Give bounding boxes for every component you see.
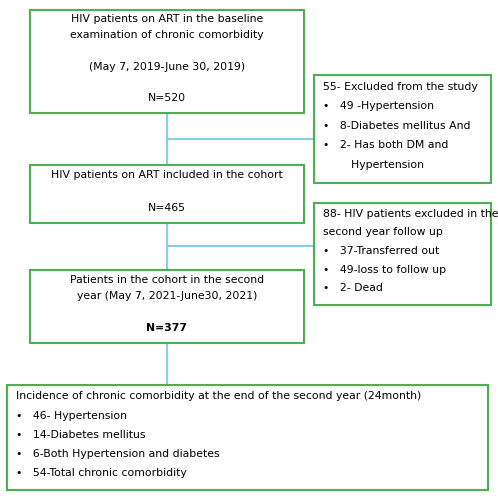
Text: 88- HIV patients excluded in the: 88- HIV patients excluded in the: [323, 208, 498, 218]
Text: •   49-loss to follow up: • 49-loss to follow up: [323, 264, 446, 274]
Text: •   2- Dead: • 2- Dead: [323, 283, 382, 293]
Text: N=465: N=465: [148, 202, 186, 212]
Text: •   14-Diabetes mellitus: • 14-Diabetes mellitus: [16, 430, 146, 440]
Text: N=520: N=520: [148, 94, 186, 104]
Text: Patients in the cohort in the second: Patients in the cohort in the second: [70, 274, 264, 284]
Text: Incidence of chronic comorbidity at the end of the second year (24month): Incidence of chronic comorbidity at the …: [16, 392, 422, 402]
FancyBboxPatch shape: [7, 385, 488, 490]
Text: (May 7, 2019-June 30, 2019): (May 7, 2019-June 30, 2019): [89, 62, 245, 72]
FancyBboxPatch shape: [314, 202, 491, 305]
Text: •   2- Has both DM and: • 2- Has both DM and: [323, 140, 448, 150]
Text: examination of chronic comorbidity: examination of chronic comorbidity: [70, 30, 263, 40]
FancyBboxPatch shape: [314, 75, 491, 182]
Text: HIV patients on ART included in the cohort: HIV patients on ART included in the coho…: [51, 170, 283, 180]
Text: second year follow up: second year follow up: [323, 228, 443, 237]
Text: HIV patients on ART in the baseline: HIV patients on ART in the baseline: [71, 14, 263, 24]
FancyBboxPatch shape: [30, 165, 304, 222]
Text: •   8-Diabetes mellitus And: • 8-Diabetes mellitus And: [323, 121, 470, 131]
Text: •   37-Transferred out: • 37-Transferred out: [323, 246, 439, 256]
Text: N=377: N=377: [146, 323, 187, 333]
Text: •   46- Hypertension: • 46- Hypertension: [16, 410, 127, 420]
Text: •   6-Both Hypertension and diabetes: • 6-Both Hypertension and diabetes: [16, 448, 220, 458]
Text: 55- Excluded from the study: 55- Excluded from the study: [323, 82, 478, 92]
Text: •   54-Total chronic comorbidity: • 54-Total chronic comorbidity: [16, 468, 187, 478]
FancyBboxPatch shape: [30, 10, 304, 113]
FancyBboxPatch shape: [30, 270, 304, 342]
Text: •   49 -Hypertension: • 49 -Hypertension: [323, 102, 434, 112]
Text: Hypertension: Hypertension: [323, 160, 424, 170]
Text: year (May 7, 2021-June30, 2021): year (May 7, 2021-June30, 2021): [77, 291, 257, 301]
